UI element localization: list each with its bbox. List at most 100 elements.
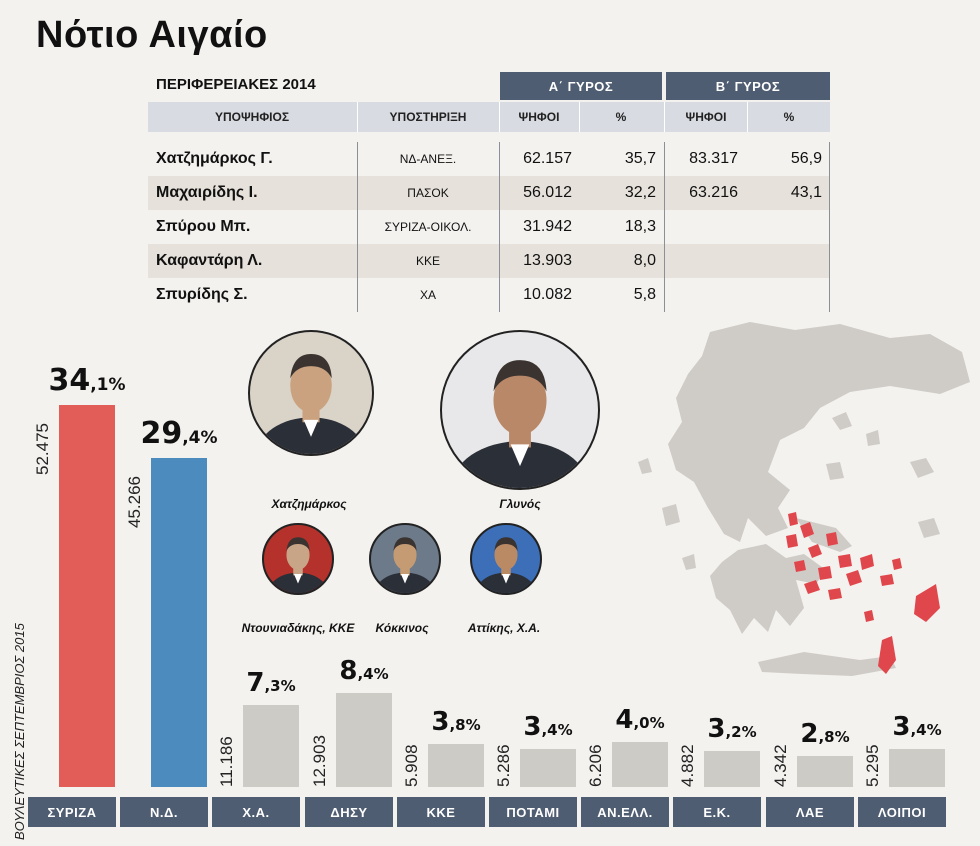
category-label: ΣΥΡΙΖΑ [28,797,116,827]
candidate-support: ΚΚΕ [415,254,440,268]
votes-label: 4.342 [771,744,790,787]
photo-caption: Κόκκινος [375,621,429,635]
candidate-name: Χατζημάρκος Γ. [156,150,273,167]
data-label-int: 2 [800,719,819,749]
data-label-int: 4 [615,705,634,735]
votes-round1: 56.012 [523,184,572,201]
data-label-int: 29 [140,416,183,451]
votes-round2: 83.317 [689,150,738,167]
data-label-dec: ,1% [90,375,126,395]
votes-label: 52.475 [33,423,52,475]
data-label-dec: ,2% [725,723,757,741]
candidate-name: Καφαντάρη Λ. [156,252,263,269]
bar-7 [704,751,760,787]
data-label: 4,0% [592,705,688,735]
data-label-dec: ,4% [541,721,573,739]
pct-round2: 43,1 [790,184,822,201]
bar-4 [428,744,484,787]
votes-round2 [666,210,738,244]
bar-3 [336,693,392,787]
pct-round1: 32,2 [624,184,656,201]
category-label: ΛΟΙΠΟΙ [858,797,946,827]
data-label-dec: ,4% [357,665,389,683]
category-label: ΑΝ.ΕΛΛ. [581,797,669,827]
bar-5 [520,749,576,787]
bar-6 [612,742,668,787]
pct-round2: 56,9 [790,150,822,167]
bar-2 [243,705,299,787]
data-label-dec: ,8% [449,716,481,734]
table-row: Καφαντάρη Λ. ΚΚΕ 13.903 8,0 [148,244,830,278]
table-title: ΠΕΡΙΦΕΡΕΙΑΚΕΣ 2014 [156,76,316,93]
data-label-int: 34 [48,363,91,398]
greece-map-icon [638,322,970,676]
round1-header: Α΄ ΓΥΡΟΣ [500,72,662,100]
data-label: 3,4% [869,712,965,742]
candidate-support: ΠΑΣΟΚ [407,186,449,200]
photo-caption: Αττίκης, Χ.Α. [467,621,541,635]
data-label: 8,4% [316,656,412,686]
portrait-glynos-icon [440,330,600,490]
data-label-int: 7 [246,668,265,698]
data-label: 7,3% [223,668,319,698]
category-label: Ε.Κ. [673,797,761,827]
col-pct-r1: % [615,110,627,124]
data-label-int: 3 [707,714,726,744]
category-label: Χ.Α. [212,797,300,827]
col-support: ΥΠΟΣΤΗΡΙΞΗ [389,110,467,124]
data-label: 3,4% [500,712,596,742]
votes-label: 5.295 [863,744,882,787]
pct-round1: 8,0 [633,252,656,269]
votes-round2 [666,278,738,312]
votes-round2 [666,244,738,278]
pct-round2 [748,244,822,278]
bar-8 [797,756,853,787]
portrait-ntouniadakis-icon [262,523,334,595]
data-label-int: 3 [431,707,450,737]
portrait-hatzimarkos-icon [248,330,374,456]
photo-caption: Γλυνός [499,497,541,511]
data-label-int: 3 [892,712,911,742]
candidate-name: Σπυρίδης Σ. [156,286,248,303]
pct-round1: 18,3 [624,218,656,235]
candidate-name: Μαχαιρίδης Ι. [156,184,258,201]
candidate-support: ΣΥΡΙΖΑ-ΟΙΚΟΛ. [384,220,472,234]
data-label: 2,8% [777,719,873,749]
data-label: 3,8% [408,707,504,737]
pct-round1: 35,7 [624,150,656,167]
candidate-support: ΧΑ [419,288,436,302]
col-candidate: ΥΠΟΨΗΦΙΟΣ [214,110,290,124]
votes-round2: 63.216 [689,184,738,201]
chart-ylabel: ΒΟΥΛΕΥΤΙΚΕΣ ΣΕΠΤΕΜΒΡΙΟΣ 2015 [12,623,27,840]
category-label: ΔΗΣΥ [305,797,393,827]
votes-label: 6.206 [586,744,605,787]
data-label-dec: ,4% [182,428,218,448]
votes-label: 5.286 [494,744,513,787]
votes-label: 12.903 [310,735,329,787]
category-label: ΚΚΕ [397,797,485,827]
round2-header: Β΄ ΓΥΡΟΣ [666,72,830,100]
data-label: 29,4% [131,416,227,451]
candidate-name: Σπύρου Μπ. [156,218,251,235]
category-label: ΛΑΕ [766,797,854,827]
votes-round1: 10.082 [523,286,572,303]
data-label-dec: ,8% [818,728,850,746]
photo-caption: Χατζημάρκος [271,497,347,511]
table-row: Χατζημάρκος Γ. ΝΔ-ΑΝΕΞ. 62.157 35,7 83.317 56… [148,142,830,176]
category-label: Ν.Δ. [120,797,208,827]
data-label-dec: ,3% [264,677,296,695]
col-votes-r1: ΨΗΦΟΙ [518,110,560,124]
data-label: 3,2% [684,714,780,744]
data-label: 34,1% [39,363,135,398]
portrait-kokkinos-icon [369,523,441,595]
data-label-dec: ,0% [633,714,665,732]
data-label-int: 8 [339,656,358,686]
table-row: Σπύρου Μπ. ΣΥΡΙΖΑ-ΟΙΚΟΛ. 31.942 18,3 [148,210,830,244]
votes-round1: 62.157 [523,150,572,167]
table-column-headers: ΥΠΟΨΗΦΙΟΣ ΥΠΟΣΤΗΡΙΞΗ ΨΗΦΟΙ % ΨΗΦΟΙ % [148,102,830,132]
bar-1 [151,458,207,787]
data-label-int: 3 [523,712,542,742]
pct-round1: 5,8 [633,286,656,303]
portrait-attikis-icon [470,523,542,595]
candidate-support: ΝΔ-ΑΝΕΞ. [399,152,457,166]
